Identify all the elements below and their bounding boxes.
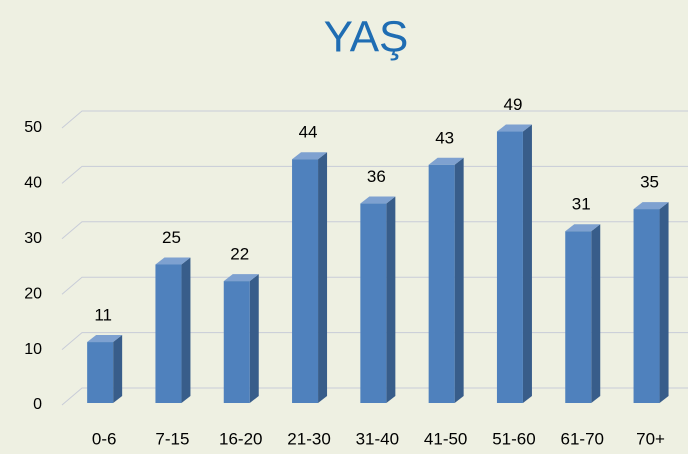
bar-front xyxy=(633,209,660,403)
bar-front xyxy=(428,164,455,403)
y-tick-label: 0 xyxy=(33,396,42,413)
bar-side xyxy=(386,196,396,403)
bar-top xyxy=(223,274,259,282)
bar-front xyxy=(292,159,319,403)
bar xyxy=(360,196,396,403)
bar-front xyxy=(155,264,182,403)
bar-top xyxy=(360,196,396,204)
y-tick-label: 30 xyxy=(24,230,42,247)
bar-top xyxy=(87,335,123,343)
bar xyxy=(633,202,669,403)
bar-side xyxy=(318,152,328,403)
value-label: 44 xyxy=(299,123,318,142)
value-label: 25 xyxy=(162,228,181,247)
grid-line xyxy=(61,332,688,350)
bar xyxy=(496,124,532,404)
bar-side xyxy=(591,224,601,403)
x-tick-label: 31-40 xyxy=(356,429,399,448)
x-tick-label: 21-30 xyxy=(287,429,330,448)
bar-top xyxy=(292,152,328,160)
value-label: 11 xyxy=(94,306,112,325)
value-label: 36 xyxy=(367,167,386,186)
bar-front xyxy=(223,281,250,403)
bar-top xyxy=(565,224,601,232)
bar-top xyxy=(496,124,532,132)
bar-front xyxy=(360,203,387,403)
y-tick-label: 20 xyxy=(24,285,42,302)
y-tick-label: 10 xyxy=(24,341,42,358)
chart-title: YAŞ xyxy=(324,13,409,62)
bar xyxy=(428,157,464,403)
bar-side xyxy=(249,274,259,403)
bar xyxy=(223,274,259,403)
y-tick-label: 40 xyxy=(24,175,42,192)
value-label: 35 xyxy=(640,173,659,192)
bar xyxy=(292,152,328,403)
grid-line xyxy=(61,110,688,129)
bar-side xyxy=(454,157,464,403)
x-tick-label: 61-70 xyxy=(561,429,604,448)
grid-line xyxy=(61,276,688,295)
x-tick-label: 7-15 xyxy=(155,429,189,448)
bar xyxy=(87,335,123,403)
bar-front xyxy=(87,342,114,403)
bar-side xyxy=(522,124,532,403)
x-tick-label: 51-60 xyxy=(492,429,535,448)
bar-front xyxy=(496,131,523,404)
x-tick-label: 70+ xyxy=(636,429,665,448)
x-tick-label: 0-6 xyxy=(92,429,117,448)
bar-top xyxy=(155,257,191,265)
bar-top xyxy=(633,202,669,210)
value-label: 22 xyxy=(230,245,249,264)
x-tick-label: 41-50 xyxy=(424,429,467,448)
value-label: 31 xyxy=(572,195,591,214)
y-tick-label: 50 xyxy=(24,119,42,136)
bar-side xyxy=(181,257,191,403)
x-tick-label: 16-20 xyxy=(219,429,262,448)
value-label: 43 xyxy=(435,128,454,147)
bar xyxy=(565,224,601,403)
bar-top xyxy=(428,157,464,165)
value-label: 49 xyxy=(503,95,522,114)
grid-line xyxy=(61,387,688,406)
bar-side xyxy=(113,335,123,403)
grid-line xyxy=(61,165,688,184)
bar-side xyxy=(659,202,669,403)
grid-line xyxy=(61,221,688,240)
bar xyxy=(155,257,191,403)
bar-front xyxy=(565,231,592,403)
